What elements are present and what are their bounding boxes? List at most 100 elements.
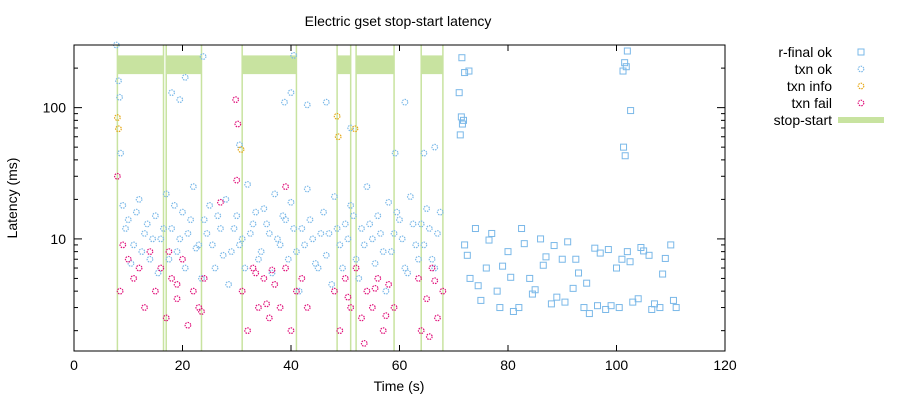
txn-fail-point [116, 287, 124, 295]
txn-ok-point [368, 235, 376, 243]
txn-ok-point [263, 220, 270, 228]
x-tick-label: 80 [500, 357, 516, 373]
r-final-ok-point [672, 304, 680, 312]
r-final-ok-point [572, 255, 580, 263]
txn-ok-point [168, 89, 176, 97]
r-final-ok-point [550, 242, 558, 250]
txn-fail-point [415, 275, 422, 282]
txn-ok-point [281, 98, 288, 106]
txn-ok-point [122, 225, 129, 232]
r-final-ok-point [496, 304, 504, 312]
txn-fail-point [344, 293, 352, 301]
txn-ok-point [417, 220, 425, 228]
txn-fail-point [244, 327, 252, 335]
txn-ok-point [290, 225, 298, 232]
txn-ok-point [206, 201, 214, 209]
txn-ok-point [124, 216, 132, 224]
txn-fail-point [282, 264, 289, 272]
txn-ok-point [425, 225, 433, 232]
txn-ok-point [257, 248, 265, 256]
legend-label: txn info [787, 78, 832, 94]
r-final-ok-point [458, 54, 466, 62]
txn-ok-point [149, 235, 157, 243]
txn-ok-point [312, 260, 319, 267]
r-final-ok-point [553, 293, 561, 301]
txn-ok-point [265, 230, 273, 237]
txn-ok-point [151, 212, 159, 220]
txn-ok-point [287, 198, 295, 206]
txn-ok-point [390, 230, 398, 237]
r-final-ok-point [455, 89, 463, 97]
txn-ok-point [322, 98, 330, 106]
stop-start-bar [421, 55, 443, 75]
txn-ok-point [160, 225, 167, 232]
txn-ok-point [200, 216, 208, 224]
txn-ok-point [170, 201, 178, 209]
legend-swatch [838, 117, 884, 123]
r-final-ok-point [627, 107, 635, 115]
r-final-ok-point [607, 302, 615, 310]
txn-ok-point [415, 255, 422, 263]
r-final-ok-point [591, 244, 599, 252]
y-tick-label: 10 [50, 231, 66, 247]
plot-frame [73, 44, 726, 352]
txn-fail-point [331, 287, 338, 295]
txn-ok-point [219, 251, 227, 259]
r-final-ok-point [622, 63, 630, 71]
r-final-ok-point [585, 310, 593, 318]
txn-ok-point [252, 208, 260, 216]
txn-ok-point [377, 230, 384, 237]
txn-ok-point [198, 275, 205, 282]
txn-ok-point [154, 269, 162, 277]
txn-ok-point [360, 241, 368, 249]
txn-ok-point [314, 264, 322, 272]
txn-ok-point [244, 181, 252, 188]
r-final-ok-point [499, 262, 507, 270]
txn-fail-point [141, 304, 148, 311]
r-final-ok-point [461, 69, 469, 77]
txn-ok-point [303, 185, 311, 193]
r-final-ok-point [465, 67, 473, 75]
txn-ok-point [279, 212, 287, 220]
txn-fail-point [303, 304, 311, 311]
txn-ok-point [117, 149, 125, 157]
txn-ok-point [355, 275, 363, 282]
x-tick-label: 120 [713, 357, 737, 373]
txn-fail-point [130, 275, 138, 282]
txn-fail-point [352, 264, 360, 272]
txn-ok-point [192, 244, 200, 252]
stop-start-bar [242, 55, 297, 75]
r-final-ok-point [596, 249, 604, 257]
txn-ok-point [115, 77, 122, 85]
txn-ok-point [436, 208, 444, 216]
r-final-ok-point [466, 274, 474, 282]
txn-fail-point [434, 314, 441, 322]
r-final-ok-point [594, 302, 602, 310]
txn-ok-point [143, 220, 151, 228]
txn-ok-point [409, 220, 417, 228]
r-final-ok-point [474, 282, 482, 290]
txn-ok-point [176, 235, 184, 243]
r-final-ok-point [461, 241, 469, 249]
txn-ok-point [333, 225, 341, 232]
r-final-ok-point [488, 229, 496, 237]
r-final-ok-point [575, 269, 583, 277]
txn-fail-point [293, 287, 300, 295]
r-final-ok-point [623, 248, 631, 256]
txn-ok-point [130, 241, 138, 249]
txn-ok-point [406, 193, 414, 201]
r-final-ok-point [645, 251, 653, 259]
txn-ok-point [276, 241, 284, 249]
r-final-ok-point [602, 305, 610, 313]
txn-fail-point [168, 275, 176, 282]
stop-start-bar [166, 55, 202, 75]
legend-swatch [857, 48, 865, 56]
txn-info-point [115, 125, 122, 133]
txn-ok-point [391, 149, 399, 157]
txn-ok-point [146, 255, 154, 263]
txn-ok-point [222, 195, 230, 203]
txn-ok-point [157, 235, 165, 243]
txn-ok-point [189, 183, 197, 191]
txn-fail-point [151, 287, 159, 295]
txn-fail-point [360, 339, 368, 347]
